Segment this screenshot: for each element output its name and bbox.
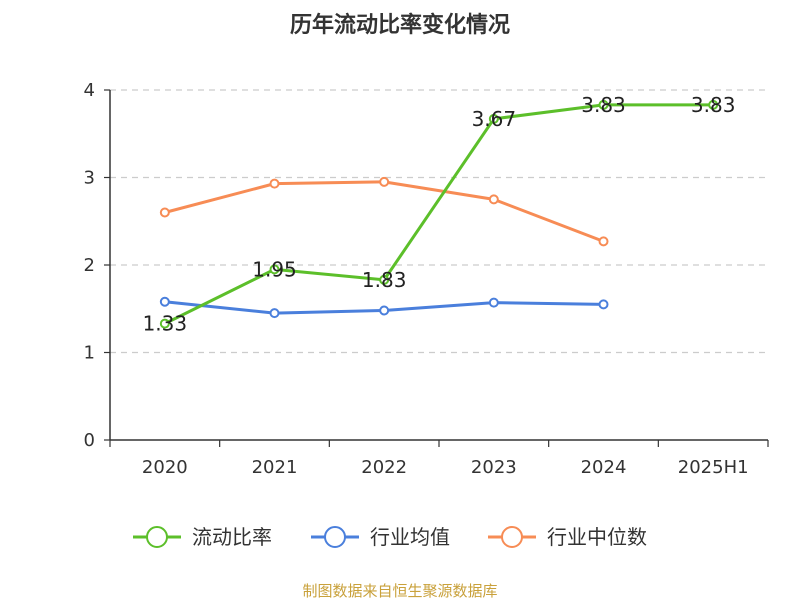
chart-title: 历年流动比率变化情况 [290,12,510,38]
data-point[interactable] [269,308,280,319]
series-line-2 [164,180,605,243]
data-label: 1.83 [362,268,407,292]
y-tick-label: 4 [84,80,95,101]
x-tick-label: 2025H1 [678,457,749,478]
data-point[interactable] [269,178,280,189]
x-tick-label: 2023 [471,457,517,478]
grid-lines [110,89,768,354]
data-label: 3.83 [691,93,736,117]
y-tick-label: 2 [84,255,95,276]
series-line-0 [164,103,714,325]
data-point[interactable] [159,296,170,307]
data-point[interactable] [379,176,390,187]
legend-marker [501,526,523,548]
data-point[interactable] [488,113,499,124]
data-point[interactable] [269,264,280,275]
x-tick-label: 2024 [581,457,627,478]
source-note: 制图数据来自恒生聚源数据库 [302,582,497,600]
y-tick-label: 0 [84,430,95,451]
axes: 0 1 2 3 4 2020 2021 2022 2023 2024 2025H1 [84,80,769,478]
legend-label: 流动比率 [192,525,272,549]
data-point[interactable] [488,194,499,205]
data-label: 3.83 [581,93,626,117]
y-tick-label: 1 [84,343,95,364]
data-labels: 1.33 1.95 1.83 3.67 3.83 3.83 [143,93,736,336]
data-point[interactable] [598,299,609,310]
data-point[interactable] [488,297,499,308]
data-point[interactable] [159,318,170,329]
legend-item-0[interactable]: 流动比率 [133,525,272,549]
legend-item-2[interactable]: 行业中位数 [488,525,647,549]
y-tick-label: 3 [84,168,95,189]
legend-label: 行业中位数 [547,525,647,549]
data-label: 3.67 [472,107,517,131]
x-tick-label: 2021 [252,457,298,478]
x-tick-label: 2022 [361,457,407,478]
data-point[interactable] [598,236,609,247]
legend-item-1[interactable]: 行业均值 [311,525,450,549]
data-label: 1.33 [143,312,188,336]
series-group [159,99,719,329]
data-point[interactable] [379,305,390,316]
legend-marker [324,526,346,548]
legend-marker [146,526,168,548]
legend[interactable]: 流动比率 行业均值 行业中位数 [133,525,647,549]
data-point[interactable] [159,207,170,218]
data-point[interactable] [708,99,719,110]
data-label: 1.95 [252,257,297,281]
data-point[interactable] [379,274,390,285]
legend-label: 行业均值 [370,525,450,549]
x-tick-label: 2020 [142,457,188,478]
data-point[interactable] [598,99,609,110]
